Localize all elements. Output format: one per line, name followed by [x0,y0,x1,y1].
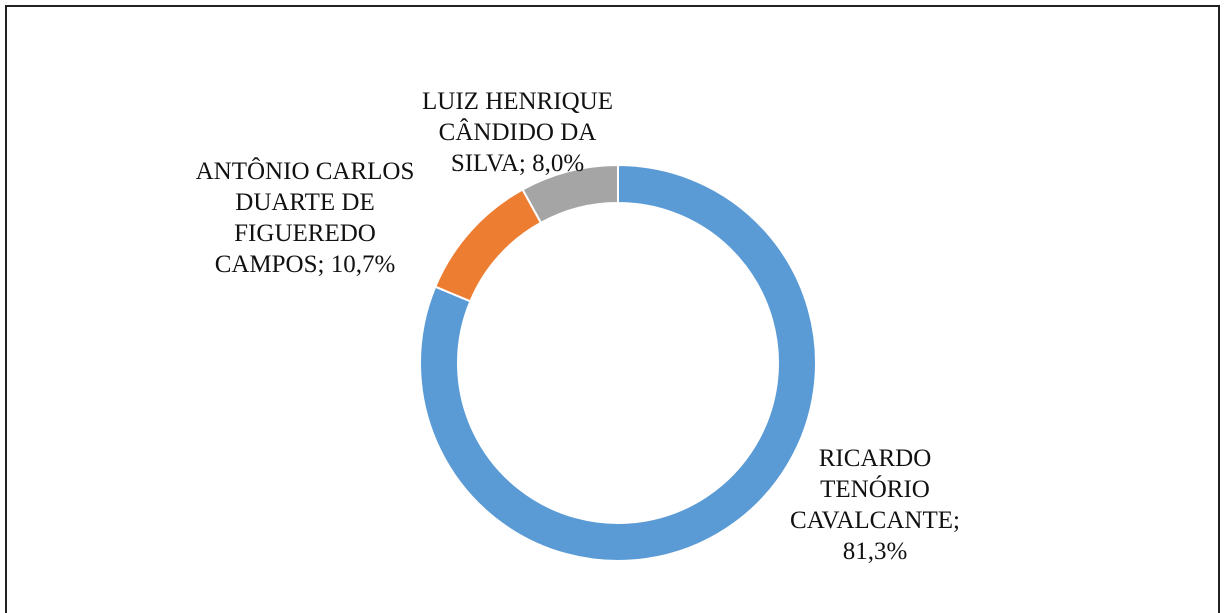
donut-slice [521,163,619,225]
category-name: ANTÔNIO CARLOS DUARTE DE FIGUEREDO CAMPO… [195,158,415,278]
value-label: 81,3% [842,538,908,565]
separator: ; [518,150,533,177]
value-label: 8,0% [532,150,585,177]
chart-frame [5,5,1220,613]
data-label: ANTÔNIO CARLOS DUARTE DE FIGUEREDO CAMPO… [180,156,430,280]
category-name: RICARDO TENÓRIO CAVALCANTE [790,445,954,534]
separator: ; [953,507,960,534]
separator: ; [317,251,331,278]
value-label: 10,7% [330,251,396,278]
category-name: LUIZ HENRIQUE CÂNDIDO DA SILVA [422,88,613,177]
donut-slice [419,163,817,562]
data-label: LUIZ HENRIQUE CÂNDIDO DA SILVA; 8,0% [405,86,630,179]
data-label: RICARDO TENÓRIO CAVALCANTE; 81,3% [790,443,960,567]
donut-slice [434,188,543,303]
